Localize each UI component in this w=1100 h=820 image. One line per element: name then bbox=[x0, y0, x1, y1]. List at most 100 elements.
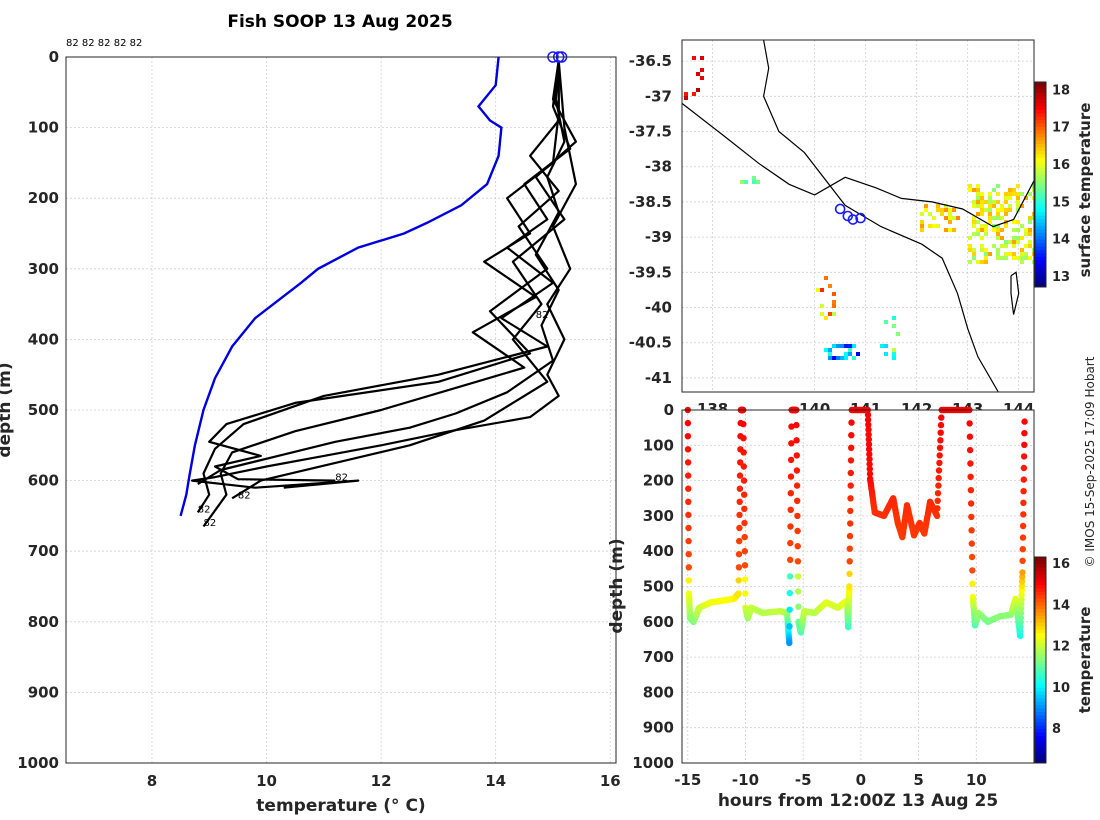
colorbar-segment bbox=[1035, 82, 1046, 86]
profile-y-tick-label: 800 bbox=[28, 613, 59, 631]
section-point bbox=[741, 562, 749, 569]
section-point bbox=[793, 482, 801, 489]
sst-cell bbox=[976, 220, 980, 224]
colorbar-segment bbox=[1035, 745, 1046, 750]
colorbar-segment bbox=[1035, 153, 1046, 158]
climatology-line bbox=[179, 56, 503, 517]
sst-cell bbox=[816, 288, 820, 292]
section-point bbox=[741, 491, 748, 498]
sst-cell bbox=[968, 188, 972, 192]
sst-cell bbox=[940, 208, 944, 212]
sst-cell bbox=[932, 224, 936, 228]
sst-cell bbox=[936, 204, 940, 208]
map-lat-tick-label: -40 bbox=[645, 299, 672, 317]
section-point bbox=[741, 576, 749, 583]
section-point bbox=[966, 433, 974, 440]
sst-cell bbox=[832, 312, 836, 316]
profile-end-label: 82 bbox=[536, 310, 549, 321]
colorbar-segment bbox=[1035, 140, 1046, 144]
colorbar-segment bbox=[1035, 280, 1046, 285]
colorbar-segment bbox=[1035, 714, 1046, 719]
sst-cell bbox=[884, 320, 888, 324]
sst-cell bbox=[968, 248, 972, 252]
section-point bbox=[741, 533, 748, 541]
sst-cell bbox=[692, 56, 696, 60]
sst-cell bbox=[976, 196, 980, 200]
sst-cell bbox=[892, 316, 896, 320]
sst-cell bbox=[936, 208, 940, 212]
colorbar-segment bbox=[1035, 205, 1046, 209]
sst-cell bbox=[940, 212, 944, 216]
map-colorbar-tick-label: 16 bbox=[1052, 158, 1070, 173]
sst-cell bbox=[1020, 260, 1024, 264]
colorbar-segment bbox=[1035, 756, 1046, 761]
colorbar-segment bbox=[1035, 560, 1046, 565]
section-colorbar-tick-label: 8 bbox=[1052, 722, 1061, 737]
sst-cell bbox=[848, 352, 852, 356]
sst-cell bbox=[832, 292, 836, 296]
sst-cell bbox=[992, 216, 996, 220]
colorbar-segment bbox=[1035, 611, 1046, 616]
colorbar-segment bbox=[1035, 574, 1046, 579]
section-point bbox=[864, 416, 872, 423]
section-point bbox=[966, 446, 974, 454]
section-point bbox=[864, 411, 872, 419]
sst-cell bbox=[920, 224, 924, 228]
section-colorbar-tick-label: 16 bbox=[1052, 557, 1070, 572]
section-point bbox=[1017, 619, 1024, 626]
sst-cell bbox=[968, 244, 972, 248]
colorbar-segment bbox=[1035, 126, 1046, 131]
colorbar-segment bbox=[1035, 694, 1046, 699]
colorbar-segment bbox=[1035, 225, 1046, 230]
section-ticks: -15 -10 -5 0 5 100100200300400500600700800900… bbox=[632, 401, 986, 789]
colorbar-segment bbox=[1035, 215, 1046, 220]
sst-cell bbox=[1028, 232, 1032, 236]
figure-title: Fish SOOP 13 Aug 2025 bbox=[227, 12, 452, 32]
sst-cell bbox=[980, 208, 984, 212]
section-x-tick-label: 0 bbox=[856, 771, 866, 789]
section-point bbox=[934, 497, 941, 504]
sst-cell bbox=[1016, 228, 1020, 232]
section-point bbox=[788, 423, 795, 430]
colorbar-segment bbox=[1035, 697, 1046, 702]
sst-cell bbox=[980, 192, 984, 196]
colorbar-segment bbox=[1035, 728, 1046, 733]
profile-end-label: 82 bbox=[238, 490, 251, 501]
colorbar-segment bbox=[1035, 136, 1046, 141]
section-point bbox=[1018, 596, 1025, 603]
section-x-tick-label: 10 bbox=[966, 771, 987, 789]
sst-cell bbox=[1000, 208, 1004, 212]
colorbar-segment bbox=[1035, 211, 1046, 216]
section-point bbox=[740, 435, 747, 442]
sst-cell bbox=[952, 228, 956, 232]
section-point bbox=[787, 490, 794, 497]
colorbar-segment bbox=[1035, 670, 1046, 675]
section-colorbar-tick-label: 12 bbox=[1052, 640, 1070, 655]
imos-credit: © IMOS 15-Sep-2025 17:09 Hobart bbox=[1083, 356, 1097, 567]
sst-cell bbox=[1028, 228, 1032, 232]
section-point bbox=[740, 420, 747, 428]
colorbar-segment bbox=[1035, 99, 1046, 103]
sst-cell bbox=[1016, 184, 1020, 188]
section-point bbox=[736, 511, 743, 519]
section-point bbox=[846, 558, 853, 565]
sst-cell bbox=[972, 224, 976, 228]
colorbar-segment bbox=[1035, 123, 1046, 127]
sst-cell bbox=[824, 348, 828, 352]
sst-cell bbox=[972, 204, 976, 208]
sst-cell bbox=[832, 304, 836, 308]
colorbar-segment bbox=[1035, 752, 1046, 757]
map-lat-tick-label: -36.5 bbox=[629, 52, 672, 70]
colorbar-segment bbox=[1035, 242, 1046, 247]
profile-x-tick-label: 8 bbox=[147, 772, 157, 790]
section-point bbox=[786, 639, 793, 647]
section-point bbox=[685, 472, 692, 479]
profile-end-label: 82 bbox=[335, 473, 348, 484]
sst-cell bbox=[980, 236, 984, 240]
colorbar-segment bbox=[1035, 649, 1046, 654]
section-point bbox=[1017, 610, 1025, 617]
section-point bbox=[740, 477, 748, 484]
section-point bbox=[866, 451, 873, 458]
sst-cell bbox=[984, 260, 988, 264]
sst-cell bbox=[700, 76, 704, 80]
